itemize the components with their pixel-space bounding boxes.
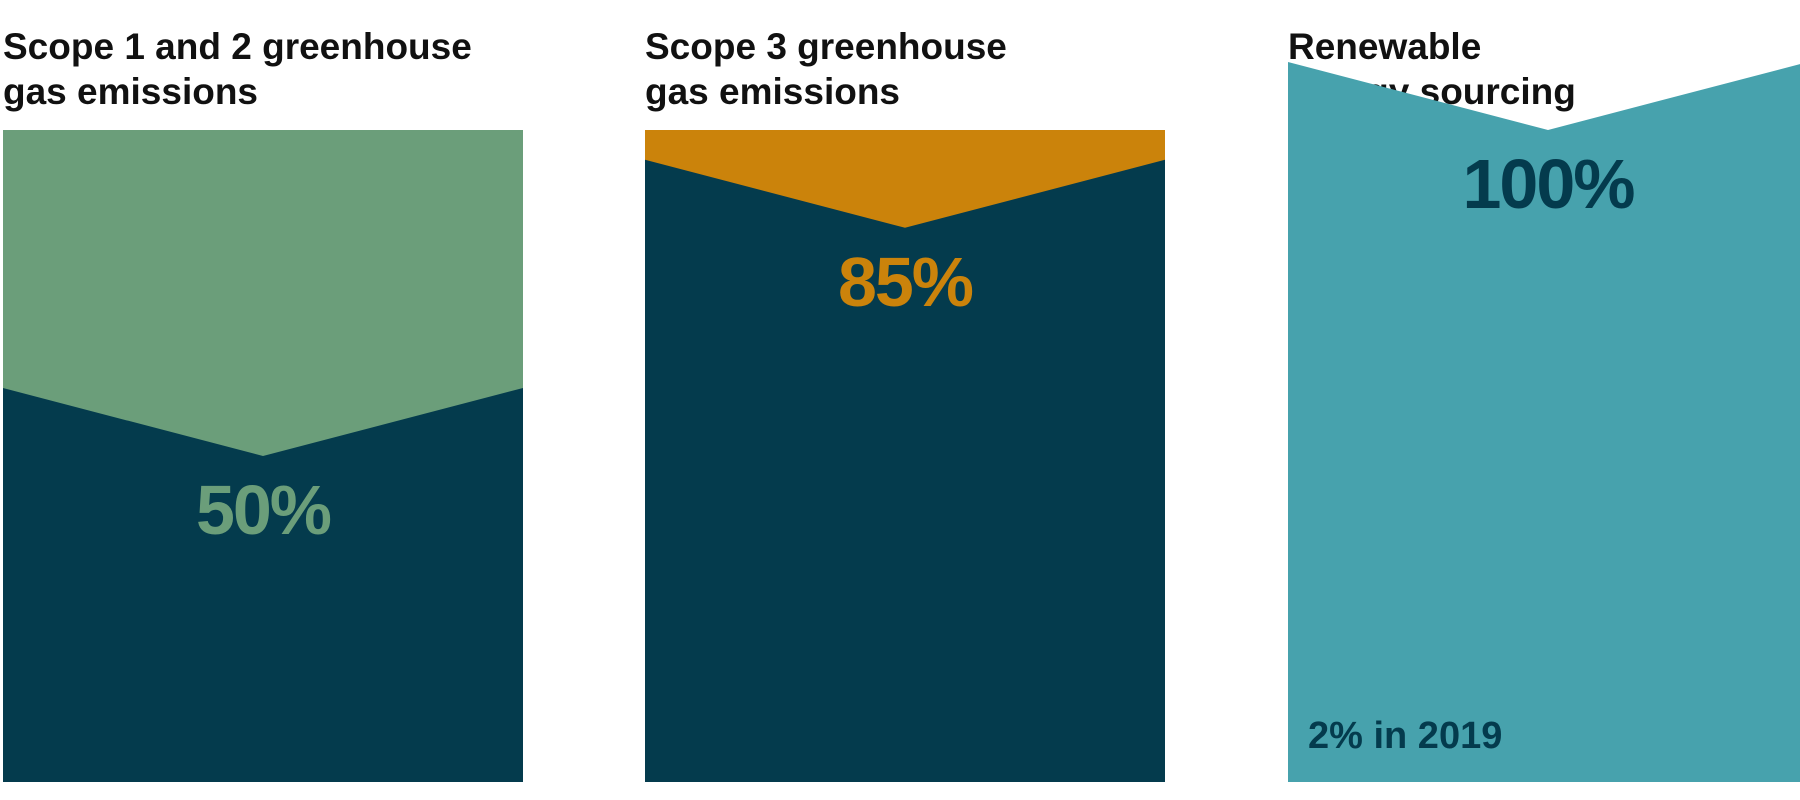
- panel-title-line-2: gas emissions: [645, 71, 901, 112]
- panel-title-line-1: Scope 3 greenhouse: [645, 26, 1007, 67]
- panel-title: Scope 3 greenhouse gas emissions: [645, 24, 1185, 114]
- panel-scope-3: Scope 3 greenhouse gas emissions 85%: [645, 0, 1165, 800]
- value-area: [1288, 62, 1800, 782]
- value-area: [3, 388, 523, 782]
- scope-3-chart: 85%: [645, 130, 1165, 783]
- panel-title: Scope 1 and 2 greenhouse gas emissions: [3, 24, 543, 114]
- value-label: 100%: [1462, 145, 1634, 223]
- renewable-energy-chart: 100% 2% in 2019: [1288, 62, 1800, 782]
- panel-scope-1-2: Scope 1 and 2 greenhouse gas emissions 5…: [3, 0, 523, 800]
- panel-title-line-1: Renewable: [1288, 26, 1482, 67]
- value-area: [645, 159, 1165, 783]
- panel-renewable-energy: Renewable energy sourcing 100% 2% in 2019: [1288, 0, 1800, 800]
- panel-title-line-1: Scope 1 and 2 greenhouse: [3, 26, 472, 67]
- value-label: 50%: [196, 471, 331, 549]
- value-label: 85%: [838, 243, 973, 321]
- scope-1-2-chart: 50%: [3, 130, 523, 782]
- panel-title-line-2: gas emissions: [3, 71, 259, 112]
- baseline-note: 2% in 2019: [1308, 715, 1502, 757]
